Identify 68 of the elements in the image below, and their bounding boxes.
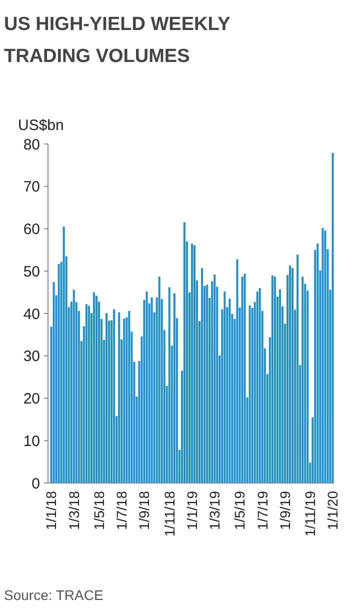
x-tick-label: 1/3/18	[66, 490, 82, 530]
bar	[302, 276, 304, 483]
y-tick-label: 0	[32, 475, 40, 492]
y-tick-label: 70	[23, 178, 40, 196]
bar	[62, 226, 65, 483]
bar	[118, 312, 120, 483]
x-tick-label: 1/7/19	[254, 490, 270, 530]
x-tick-label: 1/9/19	[276, 490, 293, 530]
x-tick-label: 1/1/20	[324, 490, 341, 530]
y-tick-label: 80	[23, 136, 40, 154]
bar	[332, 152, 334, 483]
bar	[85, 304, 88, 483]
y-tick-label: 50	[23, 263, 40, 280]
chart-title: US HIGH-YIELD WEEKLY TRADING VOLUMES	[4, 14, 231, 67]
bar	[150, 297, 153, 483]
bar	[296, 254, 299, 483]
bar	[128, 310, 130, 483]
x-tick-label: 1/5/19	[232, 490, 248, 530]
bar	[292, 268, 294, 483]
y-axis-title: US$bn	[18, 117, 64, 134]
bar	[173, 293, 176, 483]
bar	[201, 268, 204, 483]
bar	[106, 313, 108, 483]
y-tick-label: 40	[23, 306, 40, 323]
bar	[146, 291, 148, 483]
bar	[88, 306, 90, 483]
bar	[113, 309, 116, 483]
bar	[241, 276, 244, 483]
bar	[248, 305, 251, 483]
x-tick-label: 1/9/18	[136, 490, 152, 530]
bar	[258, 288, 261, 483]
y-tick-label: 10	[23, 432, 40, 450]
x-tick-label: 1/5/18	[90, 490, 107, 530]
bar	[244, 274, 246, 483]
y-tick-label: 30	[23, 348, 40, 366]
x-tick-label: 1/3/19	[206, 490, 223, 530]
y-tick-label: 60	[23, 221, 40, 238]
bar	[228, 298, 231, 483]
bar	[274, 276, 276, 483]
bar	[158, 276, 160, 483]
bar	[72, 290, 75, 483]
bar	[183, 222, 186, 483]
x-tick-label: 1/7/18	[114, 490, 130, 530]
x-tick-label: 1/11/19	[302, 490, 318, 537]
bar	[289, 266, 292, 483]
x-tick-label: 1/1/19	[184, 490, 200, 530]
bar	[194, 245, 196, 483]
bar	[214, 274, 216, 483]
bar	[190, 244, 194, 483]
bar	[52, 282, 55, 483]
bar	[271, 275, 274, 483]
x-tick-label: 1/11/18	[161, 490, 178, 537]
bar	[206, 284, 208, 483]
bar	[95, 296, 98, 483]
bar	[168, 287, 170, 483]
source-note: Source: TRACE	[4, 587, 104, 603]
bar	[324, 230, 326, 483]
bar	[92, 292, 95, 483]
bar	[322, 228, 324, 483]
y-tick-label: 20	[23, 390, 40, 408]
x-tick-label: 1/1/18	[43, 490, 60, 530]
bar	[316, 244, 319, 483]
bar	[58, 264, 60, 483]
bar	[236, 259, 238, 483]
bar	[123, 318, 126, 483]
bar	[256, 291, 258, 483]
bar	[224, 291, 226, 483]
bar	[278, 289, 281, 483]
